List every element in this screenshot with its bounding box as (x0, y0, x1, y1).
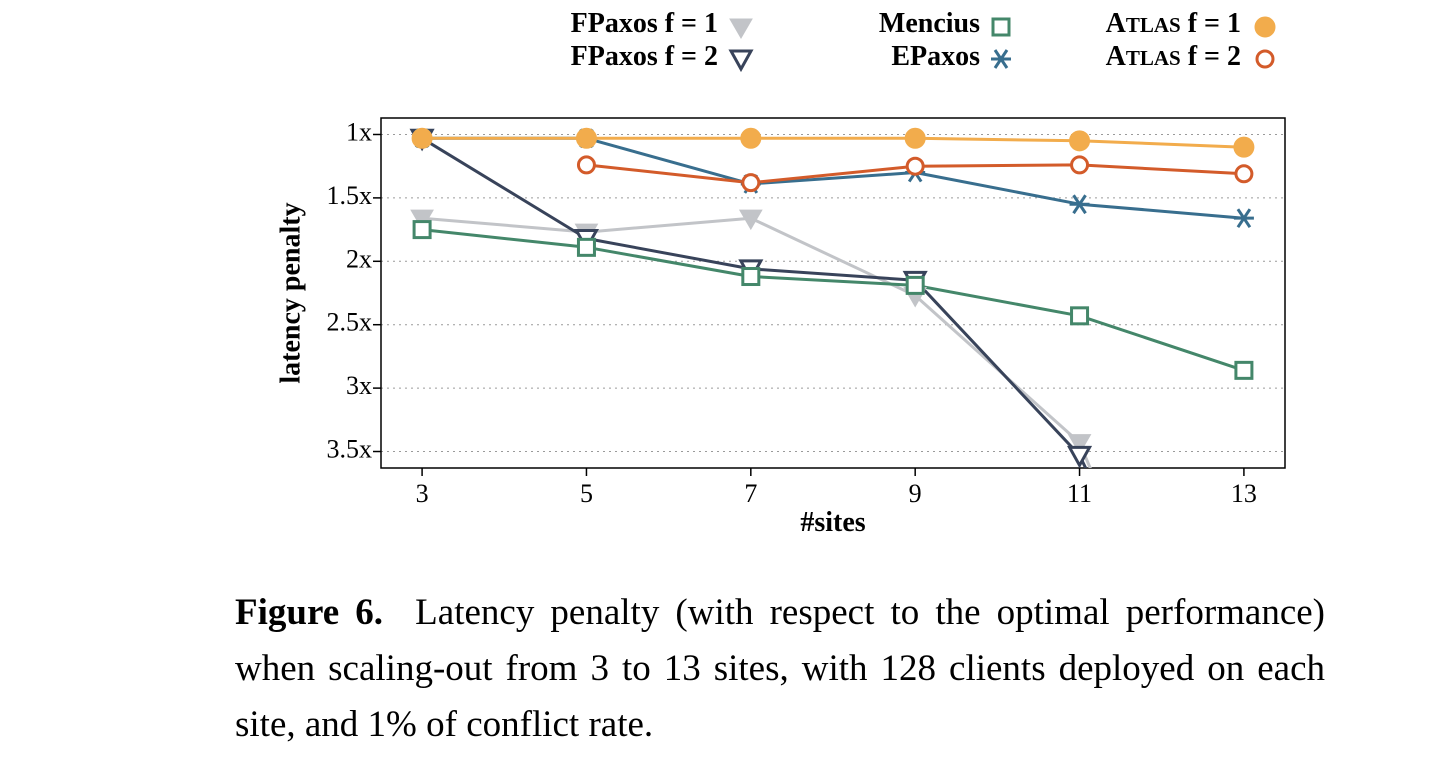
data-point-2 (741, 267, 761, 287)
series-line-1 (421, 137, 1088, 468)
legend-marker-0 (729, 18, 753, 39)
x-tick-label: 13 (1231, 479, 1257, 508)
chart: 1x 1.5x 2x 2.5x 3x 3.5x 3 5 7 9 11 13 latency penal… (275, 8, 1286, 538)
legend-markers (728, 16, 1276, 73)
x-tick-label: 7 (744, 479, 757, 508)
data-point-4 (411, 127, 433, 149)
series-layer (421, 136, 1245, 468)
legend-label-atlas-f2: ATLAS f = 2 (1106, 41, 1241, 72)
series-line-0 (421, 216, 1092, 468)
grid-lines (381, 133, 1285, 453)
data-point-3 (1069, 194, 1090, 215)
data-point-5 (741, 173, 761, 193)
data-point-4 (740, 127, 762, 149)
x-tick-label: 3 (416, 479, 429, 508)
data-point-5 (1070, 155, 1090, 175)
y-tick-label: 3.5x (327, 434, 373, 463)
y-tick-label: 1.5x (327, 181, 373, 210)
legend-marker-1 (728, 49, 754, 73)
y-tick-label: 2.5x (327, 308, 373, 337)
y-tick-label: 3x (346, 371, 372, 400)
data-point-4 (1069, 130, 1091, 152)
x-tick-label: 11 (1067, 479, 1092, 508)
legend-label-atlas-f1: ATLAS f = 1 (1106, 8, 1241, 39)
data-point-3 (1233, 208, 1254, 229)
x-tick-label: 5 (580, 479, 593, 508)
caption-text: Latency penalty (with respect to the opt… (235, 592, 1326, 745)
data-point-0 (738, 209, 763, 231)
data-point-0 (410, 209, 434, 231)
series-line-2 (421, 228, 1245, 372)
x-tick-label: 9 (909, 479, 922, 508)
data-point-4 (904, 127, 926, 149)
data-point-2 (412, 220, 432, 240)
legend-marker-3 (991, 49, 1011, 69)
data-point-4 (575, 127, 597, 149)
legend: FPaxos f = 1 FPaxos f = 2 Mencius EPaxos… (571, 8, 1276, 73)
data-point-5 (905, 156, 925, 176)
legend-label-fpaxos-f1: FPaxos f = 1 (571, 8, 718, 39)
data-point-2 (576, 237, 596, 257)
y-tick-label: 1x (346, 117, 372, 146)
series-line-4 (422, 136, 1244, 149)
data-point-5 (576, 155, 596, 175)
legend-marker-4 (1254, 16, 1276, 38)
x-axis-title: #sites (800, 507, 865, 538)
data-point-1 (1067, 445, 1093, 469)
axis-ticks: 1x 1.5x 2x 2.5x 3x 3.5x 3 5 7 9 11 13 (327, 117, 1257, 508)
data-point-4 (1233, 136, 1255, 158)
caption-label: Figure 6. (235, 592, 383, 633)
series-line-3 (422, 136, 1245, 220)
data-point-2 (905, 275, 925, 295)
data-point-5 (1234, 164, 1254, 184)
legend-label-fpaxos-f2: FPaxos f = 2 (571, 41, 718, 72)
plot-frame (380, 117, 1286, 469)
legend-marker-5 (1255, 49, 1275, 69)
data-point-0 (1067, 434, 1092, 455)
legend-label-mencius: Mencius (879, 8, 980, 39)
data-point-2 (1234, 360, 1254, 380)
legend-marker-2 (991, 17, 1011, 37)
legend-label-epaxos: EPaxos (891, 41, 980, 72)
data-point-2 (1070, 306, 1090, 326)
y-axis-title: latency penalty (275, 202, 306, 383)
y-tick-label: 2x (346, 244, 372, 273)
figure-caption: Figure 6. Latency penalty (with respect … (235, 585, 1325, 753)
marker-layer (409, 127, 1255, 469)
